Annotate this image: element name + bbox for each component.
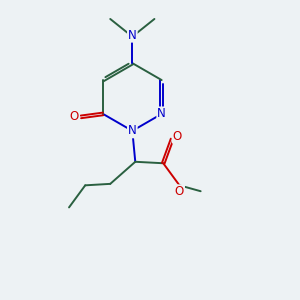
Text: N: N — [128, 124, 137, 137]
Text: N: N — [157, 107, 166, 120]
Text: O: O — [175, 185, 184, 198]
Text: N: N — [128, 29, 137, 42]
Text: O: O — [173, 130, 182, 143]
Text: O: O — [70, 110, 79, 123]
